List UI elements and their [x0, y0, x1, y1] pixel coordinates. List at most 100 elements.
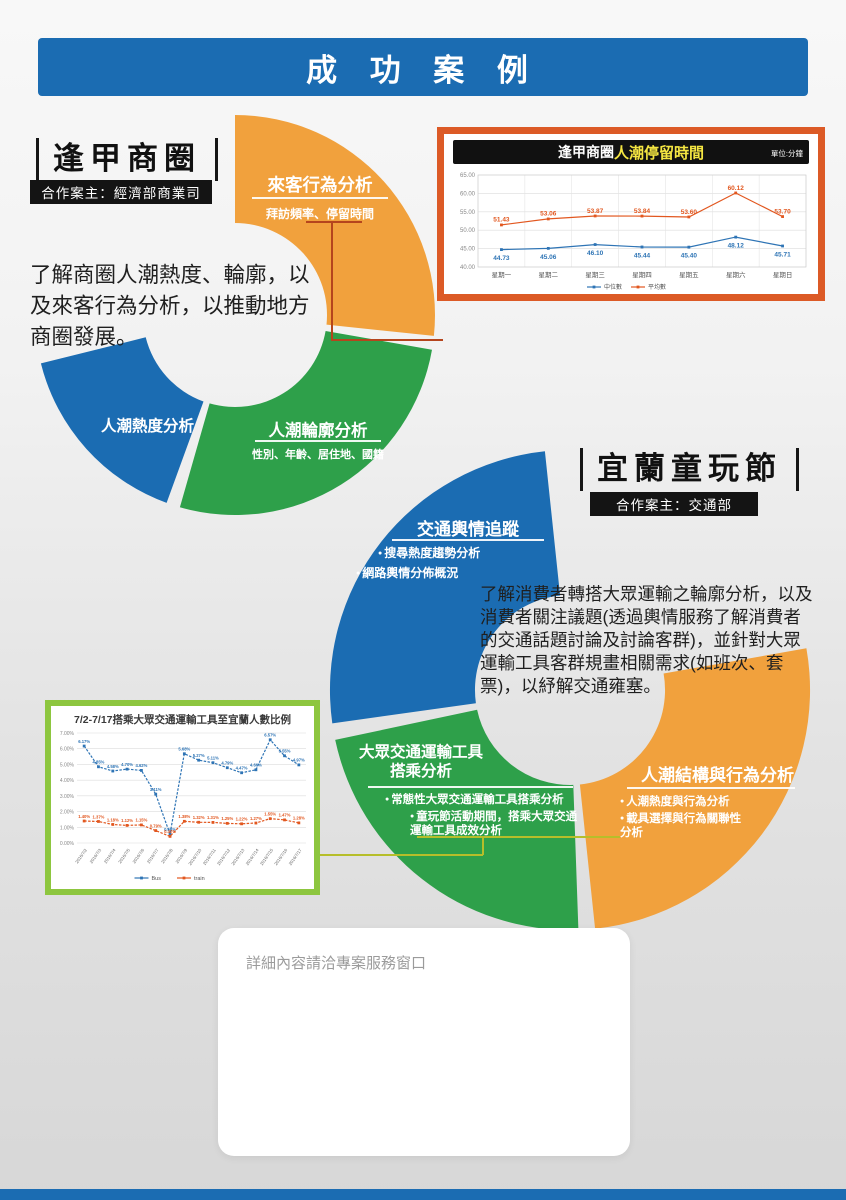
- svg-text:45.40: 45.40: [681, 253, 698, 260]
- svg-text:2016/7/11: 2016/7/11: [202, 847, 217, 866]
- svg-text:train: train: [194, 876, 205, 882]
- svg-text:2016/7/7: 2016/7/7: [146, 847, 160, 864]
- svg-text:48.12: 48.12: [728, 243, 745, 250]
- svg-text:2016/7/14: 2016/7/14: [245, 847, 260, 866]
- svg-text:1.31%: 1.31%: [207, 815, 219, 820]
- svg-text:星期六: 星期六: [726, 270, 746, 279]
- svg-text:1.18%: 1.18%: [107, 817, 119, 822]
- fengjia-case-title: 逢甲商圈: [36, 138, 218, 181]
- fengjia-green-segment-subtitle: 性別、年齡、居住地、國籍: [252, 449, 384, 461]
- svg-text:2016/7/5: 2016/7/5: [117, 847, 131, 864]
- svg-text:4.62%: 4.62%: [135, 763, 147, 768]
- svg-text:1.27%: 1.27%: [250, 816, 262, 821]
- svg-text:2016/7/4: 2016/7/4: [103, 847, 117, 864]
- svg-text:1.38%: 1.38%: [178, 814, 190, 819]
- svg-text:60.00: 60.00: [460, 191, 476, 197]
- fengjia-blue-segment-title: 人潮熱度分析: [100, 418, 194, 435]
- svg-text:0.79%: 0.79%: [150, 823, 162, 828]
- fengjia-client-text: 合作案主：經濟部商業司: [41, 186, 201, 201]
- svg-text:0.56%: 0.56%: [164, 827, 176, 832]
- yilan-blue-underline: [392, 539, 544, 541]
- connector-olive-underline: [417, 836, 620, 838]
- fengjia-green-segment-title: 人潮輪廓分析: [268, 422, 368, 440]
- chart1-unit-label: 單位:分鐘: [770, 149, 803, 158]
- svg-text:Bus: Bus: [152, 876, 162, 882]
- svg-text:1.47%: 1.47%: [279, 813, 291, 818]
- contact-note-text: 詳細內容請洽專案服務窗口: [246, 955, 427, 972]
- svg-text:3.11%: 3.11%: [150, 787, 162, 792]
- svg-text:平均數: 平均數: [648, 283, 666, 291]
- svg-text:5.55%: 5.55%: [279, 749, 291, 754]
- svg-text:星期五: 星期五: [679, 271, 699, 279]
- yilan-blue-segment-title: 交通輿情追蹤: [417, 520, 519, 539]
- svg-text:1.00%: 1.00%: [60, 825, 75, 831]
- svg-text:46.10: 46.10: [587, 250, 604, 257]
- svg-text:1.22%: 1.22%: [236, 817, 248, 822]
- svg-text:4.70%: 4.70%: [121, 762, 133, 767]
- connector-olive-vertical: [482, 836, 484, 855]
- yilan-green-underline: [368, 786, 573, 788]
- svg-text:65.00: 65.00: [460, 173, 476, 179]
- svg-text:53.70: 53.70: [774, 208, 791, 215]
- svg-text:51.43: 51.43: [493, 217, 510, 224]
- chart1-plot: 40.00 45.00 50.00 55.00 60.00 65.00 星期一 星期二 星期三 星…: [460, 173, 807, 291]
- svg-text:53.06: 53.06: [540, 211, 557, 218]
- svg-text:1.37%: 1.37%: [93, 814, 105, 819]
- yilan-transport-ratio-chart: 7/2-7/17搭乘大眾交通運輸工具至宜蘭人數比例 0.00% 1.00% 2.00…: [45, 700, 320, 895]
- svg-text:1.25%: 1.25%: [221, 816, 233, 821]
- svg-text:44.73: 44.73: [493, 255, 510, 262]
- svg-text:50.00: 50.00: [460, 228, 476, 234]
- svg-text:星期四: 星期四: [632, 271, 652, 279]
- chart2-plot: 0.00% 1.00% 2.00% 3.00% 4.00% 5.00% 6.00% 7.00%…: [60, 731, 306, 882]
- yilan-green-bullet-1: 常態性大眾交通運輸工具搭乘分析: [385, 793, 595, 807]
- svg-text:0.00%: 0.00%: [60, 841, 75, 847]
- svg-text:3.00%: 3.00%: [60, 794, 75, 800]
- svg-text:7.00%: 7.00%: [60, 731, 75, 737]
- svg-text:2016/7/2: 2016/7/2: [74, 847, 88, 864]
- svg-text:2016/7/13: 2016/7/13: [230, 847, 245, 866]
- svg-text:2016/7/17: 2016/7/17: [288, 847, 303, 866]
- svg-text:45.71: 45.71: [774, 251, 791, 258]
- svg-text:中位數: 中位數: [604, 283, 622, 291]
- svg-text:2016/7/10: 2016/7/10: [187, 847, 202, 866]
- page-title-banner: 成 功 案 例: [38, 38, 808, 96]
- svg-text:53.60: 53.60: [681, 209, 698, 216]
- svg-text:1.55%: 1.55%: [264, 811, 276, 816]
- svg-text:4.00%: 4.00%: [60, 778, 75, 784]
- svg-text:55.00: 55.00: [460, 210, 476, 216]
- svg-text:1.15%: 1.15%: [135, 818, 147, 823]
- yilan-blue-bullet-1: 搜尋熱度趨勢分析: [378, 546, 548, 561]
- fengjia-orange-underline: [252, 197, 388, 199]
- svg-text:2016/7/15: 2016/7/15: [259, 847, 274, 866]
- contact-note-box: 詳細內容請洽專案服務窗口: [218, 928, 630, 1156]
- page-title: 成 功 案 例: [306, 52, 540, 88]
- svg-text:星期一: 星期一: [492, 271, 512, 279]
- svg-text:2016/7/12: 2016/7/12: [216, 847, 231, 866]
- svg-text:2016/7/16: 2016/7/16: [273, 847, 288, 866]
- svg-text:53.87: 53.87: [587, 208, 604, 215]
- svg-text:40.00: 40.00: [460, 265, 476, 271]
- yilan-orange-underline: [627, 787, 795, 789]
- chart1-title-prefix: 逢甲商圈: [557, 144, 614, 160]
- svg-text:45.44: 45.44: [634, 252, 651, 259]
- svg-text:1.12%: 1.12%: [121, 818, 133, 823]
- yilan-client-box: 合作案主：交通部: [590, 492, 758, 516]
- connector-red-horizontal: [331, 339, 443, 341]
- fengjia-orange-segment-title: 來客行為分析: [267, 175, 373, 195]
- svg-text:45.06: 45.06: [540, 254, 557, 261]
- svg-text:1.32%: 1.32%: [193, 815, 205, 820]
- svg-text:2016/7/6: 2016/7/6: [132, 847, 146, 864]
- chart1-title-highlight: 人潮停留時間: [613, 144, 704, 162]
- yilan-title-text: 宜蘭童玩節: [580, 448, 799, 491]
- fengjia-orange-segment-subtitle: 拜訪頻率、停留時間: [265, 207, 374, 221]
- yilan-orange-bullet-1: 人潮熱度與行為分析: [620, 795, 795, 809]
- svg-text:0.42%: 0.42%: [164, 829, 176, 834]
- svg-text:53.84: 53.84: [634, 208, 651, 215]
- svg-text:4.58%: 4.58%: [107, 764, 119, 769]
- svg-text:5.11%: 5.11%: [207, 756, 219, 761]
- svg-text:4.66%: 4.66%: [250, 763, 262, 768]
- connector-olive-horizontal: [320, 854, 483, 856]
- chart2-title: 7/2-7/17搭乘大眾交通運輸工具至宜蘭人數比例: [73, 714, 292, 726]
- svg-text:4.47%: 4.47%: [236, 766, 248, 771]
